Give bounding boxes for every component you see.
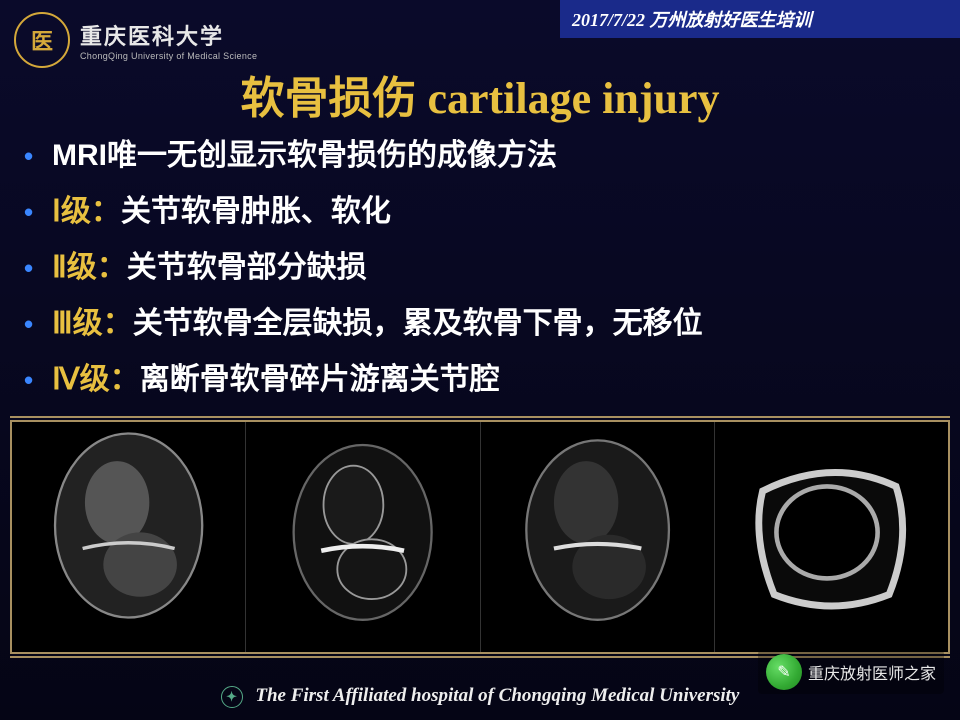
grade-desc: 关节软骨部分缺损 (127, 242, 367, 286)
footer-logo-icon: ✦ (221, 686, 243, 708)
mri-image-4 (715, 422, 948, 652)
logo-english: ChongQing University of Medical Science (80, 51, 257, 61)
grade-label: Ⅰ级： (52, 186, 121, 230)
mri-image-3 (481, 422, 715, 652)
mri-image-2 (246, 422, 480, 652)
bullet-icon: • (24, 253, 52, 284)
grade-desc: 关节软骨全层缺损，累及软骨下骨，无移位 (133, 298, 703, 342)
grade-3: • Ⅲ级： 关节软骨全层缺损，累及软骨下骨，无移位 (24, 298, 936, 342)
grade-1: • Ⅰ级： 关节软骨肿胀、软化 (24, 186, 936, 230)
intro-line: • MRI唯一无创显示软骨损伤的成像方法 (24, 130, 936, 174)
bullet-icon: • (24, 141, 52, 172)
banner-text: 2017/7/22 万州放射好医生培训 (572, 6, 812, 32)
watermark: ✎ 重庆放射医师之家 (758, 650, 944, 694)
logo-emblem: 医 (14, 12, 70, 68)
mri-image-1 (12, 422, 246, 652)
watermark-icon: ✎ (766, 654, 802, 690)
grade-4: • Ⅳ级： 离断骨软骨碎片游离关节腔 (24, 354, 936, 398)
logo-chinese: 重庆医科大学 (80, 19, 257, 51)
university-logo: 医 重庆医科大学 ChongQing University of Medical… (14, 12, 257, 68)
grade-desc: 离断骨软骨碎片游离关节腔 (140, 354, 500, 398)
grade-desc: 关节软骨肿胀、软化 (121, 186, 391, 230)
grade-label: Ⅱ级： (52, 242, 127, 286)
bullet-icon: • (24, 365, 52, 396)
bullet-icon: • (24, 309, 52, 340)
grade-2: • Ⅱ级： 关节软骨部分缺损 (24, 242, 936, 286)
divider-top (10, 416, 950, 418)
intro-text: MRI唯一无创显示软骨损伤的成像方法 (52, 130, 557, 174)
mri-image-row (10, 420, 950, 654)
watermark-text: 重庆放射医师之家 (808, 660, 936, 684)
slide-title: 软骨损伤 cartilage injury (0, 62, 960, 126)
footer-text: The First Affiliated hospital of Chongqi… (255, 685, 739, 706)
header-banner: 2017/7/22 万州放射好医生培训 (560, 0, 960, 38)
content-area: • MRI唯一无创显示软骨损伤的成像方法 • Ⅰ级： 关节软骨肿胀、软化 • Ⅱ… (24, 130, 936, 410)
grade-label: Ⅲ级： (52, 298, 133, 342)
bullet-icon: • (24, 197, 52, 228)
grade-label: Ⅳ级： (52, 354, 140, 398)
